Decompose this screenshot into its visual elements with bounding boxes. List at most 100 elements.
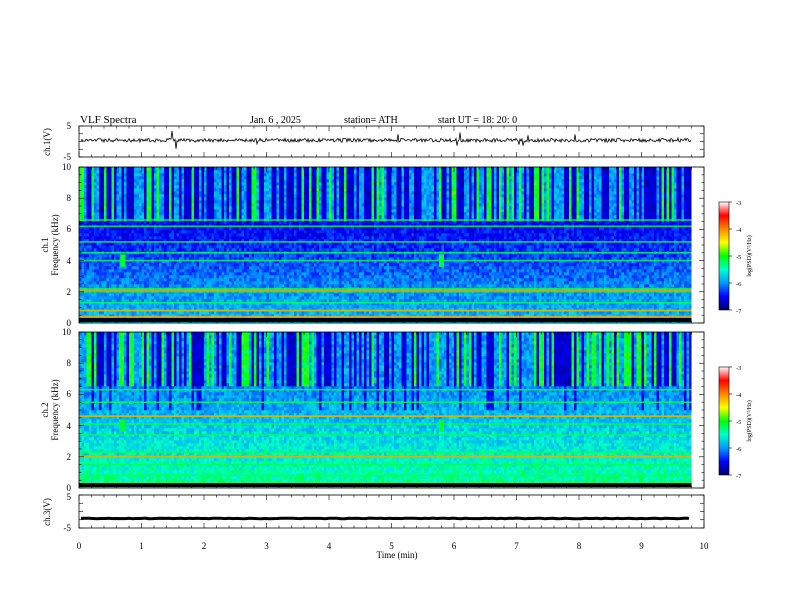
spectrogram-cell (134, 173, 137, 176)
spectrogram-cell (107, 248, 110, 251)
spectrogram-cell (217, 230, 220, 233)
spectrogram-cell (79, 230, 82, 233)
spectrogram-cell (217, 209, 220, 212)
spectrogram-cell (104, 230, 107, 233)
spectrogram-cell (247, 299, 250, 302)
spectrogram-cell (244, 275, 247, 278)
spectrogram-cell (164, 200, 167, 203)
spectrogram-cell (212, 245, 215, 248)
spectrogram-cell (257, 266, 260, 269)
spectrogram-cell (92, 176, 95, 179)
spectrogram-cell (174, 245, 177, 248)
spectrogram-cell (79, 305, 82, 308)
spectrogram-cell (234, 206, 237, 209)
spectrogram-cell (212, 299, 215, 302)
spectrogram-cell (237, 284, 240, 287)
spectrogram-cell (239, 269, 242, 272)
spectrogram-cell (307, 245, 310, 248)
spectrogram-cell (269, 176, 272, 179)
spectrogram-cell (124, 248, 127, 251)
spectrogram-cell (232, 206, 235, 209)
spectrogram-cell (277, 269, 280, 272)
spectrogram-cell (254, 230, 257, 233)
spectrogram-cell (274, 173, 277, 176)
spectrogram-cell (184, 206, 187, 209)
spectrogram-cell (252, 305, 255, 308)
spectrogram-cell (279, 215, 282, 218)
spectrogram-cell (172, 221, 175, 224)
spectrogram-cell (147, 236, 150, 239)
spectrogram-cell (242, 227, 245, 230)
spectrogram-cell (194, 206, 197, 209)
spectrogram-cell (102, 266, 105, 269)
spectrogram-cell (192, 215, 195, 218)
spectrogram-cell (302, 281, 305, 284)
spectrogram-cell (239, 296, 242, 299)
spectrogram-cell (127, 275, 130, 278)
spectrogram-cell (284, 248, 287, 251)
spectrogram-cell (264, 197, 267, 200)
spectrogram-cell (279, 197, 282, 200)
spectrogram-cell (279, 266, 282, 269)
spectrogram-cell (169, 233, 172, 236)
spectrogram-cell (237, 254, 240, 257)
spectrogram-cell (129, 212, 132, 215)
spectrogram-cell (197, 203, 200, 206)
spectrogram-cell (279, 188, 282, 191)
spectrogram-cell (267, 230, 270, 233)
spectrogram-cell (247, 203, 250, 206)
spectrogram-cell (302, 197, 305, 200)
spectrogram-cell (174, 203, 177, 206)
spectrogram-cell (97, 254, 100, 257)
spectrogram-cell (159, 263, 162, 266)
spectrogram-cell (99, 281, 102, 284)
spectrogram-cell (204, 281, 207, 284)
spectrogram-cell (249, 284, 252, 287)
spectrogram-cell (184, 263, 187, 266)
spectrogram-cell (224, 233, 227, 236)
spectrogram-cell (219, 266, 222, 269)
spectrogram-cell (102, 176, 105, 179)
spectrogram-cell (274, 245, 277, 248)
spectrogram-cell (79, 254, 82, 257)
spectrogram-cell (252, 293, 255, 296)
spectrogram-cell (134, 227, 137, 230)
spectrogram-cell (87, 179, 90, 182)
spectrogram-cell (84, 254, 87, 257)
spectrogram-cell (254, 269, 257, 272)
spectrogram-cell (252, 311, 255, 314)
spectrogram-cell (257, 206, 260, 209)
spectrogram-cell (99, 236, 102, 239)
spectrogram-cell (149, 230, 152, 233)
spectrogram-cell (137, 197, 140, 200)
spectrogram-cell (119, 230, 122, 233)
spectrogram-cell (289, 197, 292, 200)
spectrogram-cell (234, 212, 237, 215)
spectrogram-cell (197, 215, 200, 218)
spectrogram-cell (287, 233, 290, 236)
spectrogram-cell (174, 179, 177, 182)
spectrogram-cell (109, 311, 112, 314)
spectrogram-cell (242, 182, 245, 185)
spectrogram-cell (264, 179, 267, 182)
spectrogram-cell (107, 215, 110, 218)
spectrogram-cell (254, 200, 257, 203)
spectrogram-cell (102, 182, 105, 185)
spectrogram-cell (104, 170, 107, 173)
spectrogram-cell (144, 269, 147, 272)
spectrogram-cell (102, 230, 105, 233)
spectrogram-cell (269, 227, 272, 230)
spectrogram-cell (219, 188, 222, 191)
spectrogram-cell (252, 278, 255, 281)
spectrogram-cell (87, 230, 90, 233)
spectrogram-cell (164, 248, 167, 251)
spectrogram-cell (309, 236, 312, 239)
spectrogram-cell (107, 182, 110, 185)
spectrogram-cell (182, 293, 185, 296)
spectrogram-cell (187, 200, 190, 203)
spectrogram-cell (117, 269, 120, 272)
spectrogram-cell (252, 221, 255, 224)
spectrogram-cell (152, 200, 155, 203)
spectrogram-cell (107, 203, 110, 206)
spectrogram-cell (92, 275, 95, 278)
